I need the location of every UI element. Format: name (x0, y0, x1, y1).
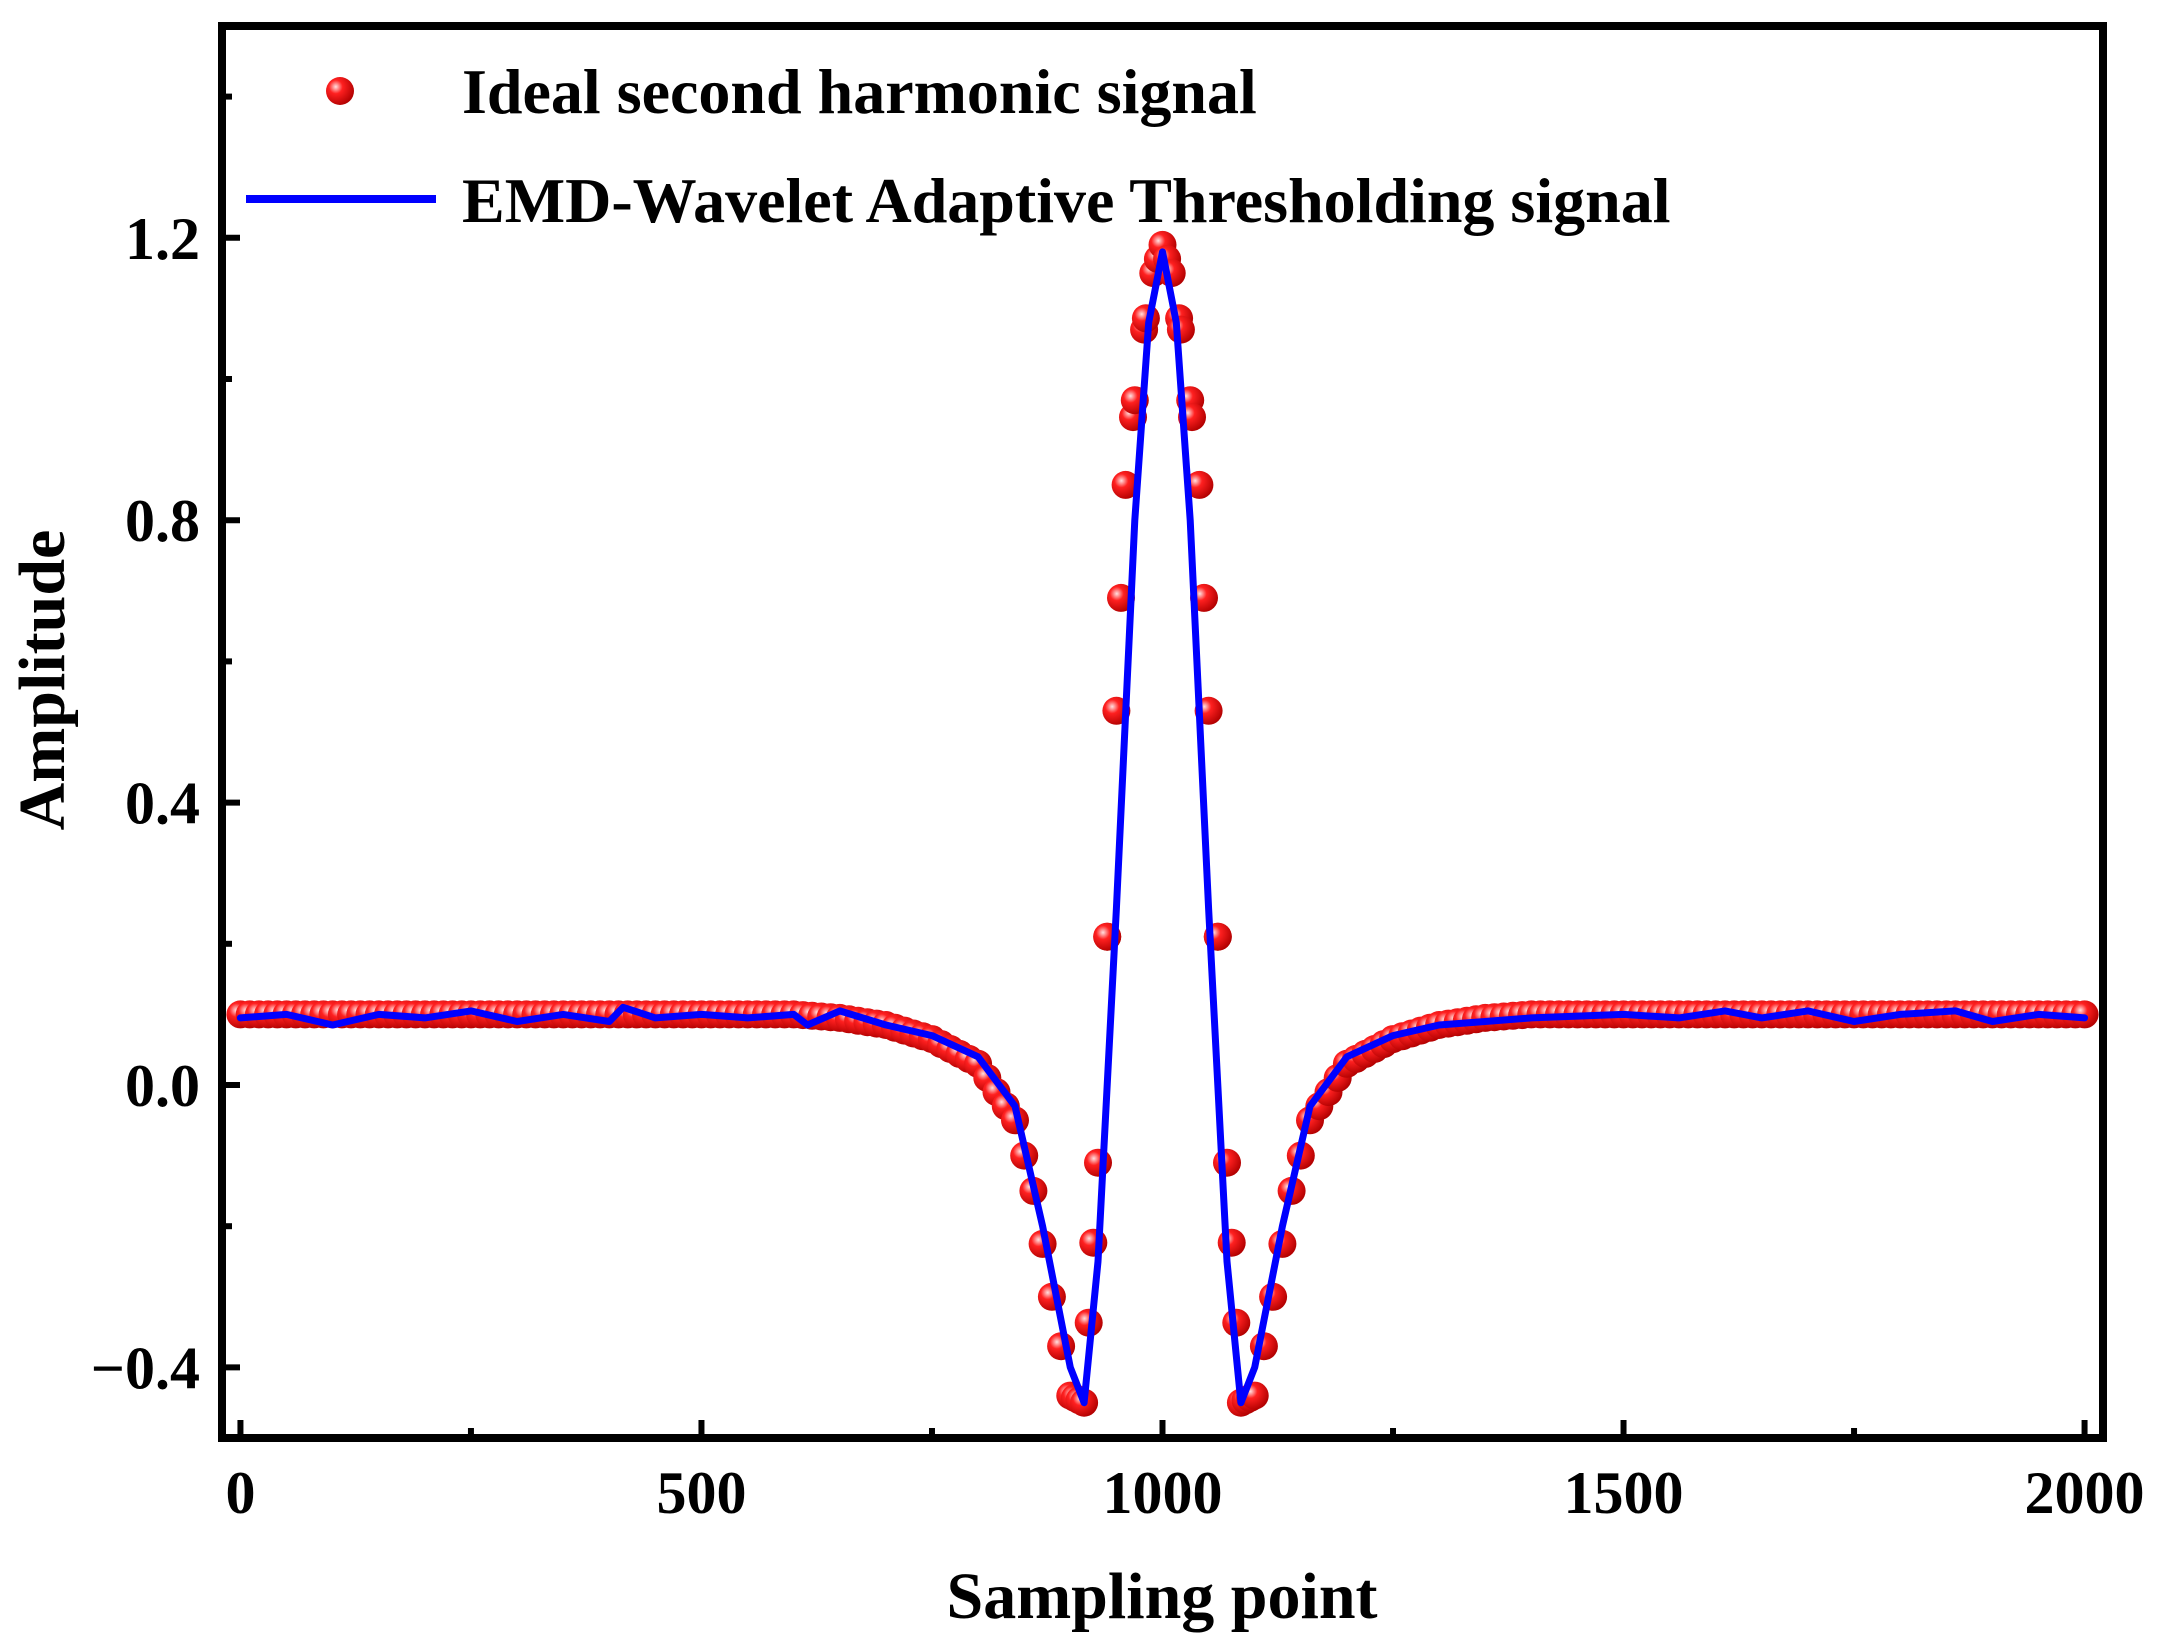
ideal-data-point (1213, 1148, 1241, 1177)
ideal-data-point (1084, 1148, 1112, 1177)
y-axis-title: Amplitude (6, 530, 79, 831)
x-tick-label: 0 (225, 1460, 255, 1526)
x-tick-label: 2000 (2025, 1460, 2145, 1526)
x-tick-label: 1000 (1103, 1460, 1223, 1526)
y-axis: −0.4 0.0 0.4 0.8 1.2 (91, 93, 240, 1401)
y-tick-label: 1.2 (125, 206, 200, 272)
ideal-data-point (1079, 1228, 1108, 1257)
y-tick-label: 0.8 (125, 488, 200, 554)
ideal-second-harmonic-series (226, 230, 2099, 1417)
x-tick-label: 1500 (1564, 1460, 1684, 1526)
emd-wavelet-series-line (236, 248, 2089, 1407)
legend-label-emd: EMD-Wavelet Adaptive Thresholding signal (462, 165, 1670, 236)
legend-marker-ideal (326, 77, 354, 105)
x-tick-label: 500 (656, 1460, 746, 1526)
legend-label-ideal: Ideal second harmonic signal (462, 56, 1257, 127)
ideal-data-point (1217, 1228, 1246, 1257)
x-axis: 0 500 1000 1500 2000 (225, 1420, 2145, 1526)
ideal-data-point (1185, 470, 1214, 499)
x-axis-title: Sampling point (947, 1560, 1378, 1633)
legend: Ideal second harmonic signal EMD-Wavelet… (246, 56, 1670, 236)
y-tick-label: 0.0 (125, 1053, 200, 1119)
y-tick-label: 0.4 (125, 771, 200, 837)
plot-area (226, 230, 2099, 1417)
y-tick-label: −0.4 (91, 1335, 200, 1401)
ideal-data-point (1111, 470, 1140, 499)
